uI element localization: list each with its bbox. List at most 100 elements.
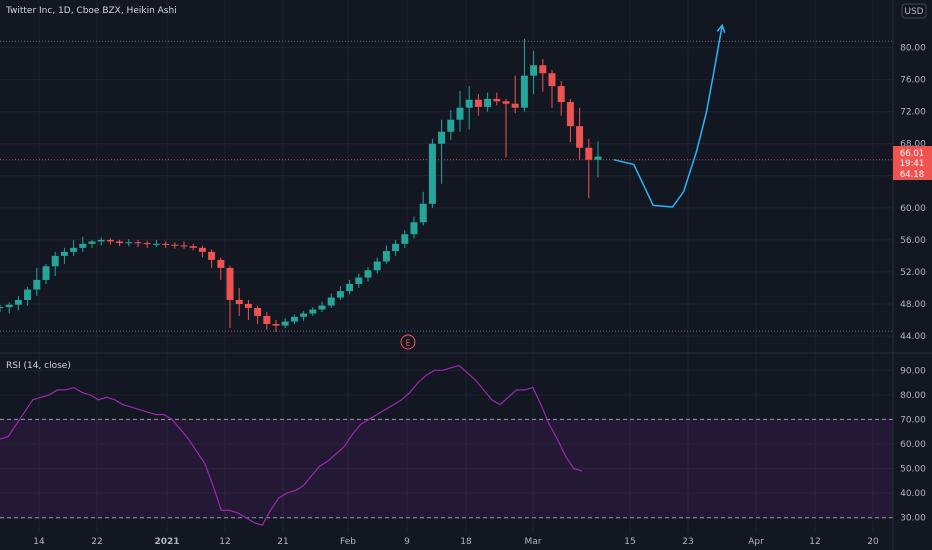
candle — [226, 265, 234, 328]
candle — [336, 286, 344, 300]
candle-body — [392, 243, 400, 252]
low-price-label: 64.18 — [900, 170, 924, 180]
candle-body — [254, 307, 262, 316]
candle — [189, 243, 197, 251]
candle — [244, 299, 252, 320]
candle — [309, 307, 317, 316]
x-tick-label: 22 — [91, 537, 102, 547]
candles[interactable] — [0, 38, 602, 332]
reference-lines — [0, 40, 893, 332]
candle — [263, 311, 271, 330]
currency-button[interactable]: USD — [901, 3, 927, 19]
forecast-line — [613, 25, 723, 208]
candle — [419, 191, 427, 226]
forecast-arrowhead — [716, 23, 726, 34]
candle-body — [106, 239, 114, 242]
rsi-tick-label: 80.00 — [900, 391, 926, 401]
x-tick-label: Feb — [340, 537, 356, 547]
candle — [428, 138, 436, 208]
forecast-path — [613, 23, 726, 208]
candle — [474, 94, 482, 116]
x-tick-label: 23 — [682, 537, 693, 547]
candle-body — [511, 103, 519, 108]
candle — [198, 245, 206, 258]
earnings-marker[interactable]: E — [400, 334, 416, 350]
candle-body — [539, 65, 547, 74]
candle-body — [428, 143, 436, 204]
candle — [134, 239, 142, 248]
candle — [125, 239, 133, 247]
candle — [272, 319, 280, 332]
price-tick-label: 60.00 — [900, 204, 926, 214]
candle-body — [79, 243, 87, 248]
candle — [594, 141, 602, 178]
candle-body — [33, 279, 41, 290]
x-tick-label: Mar — [525, 537, 542, 547]
candle — [318, 301, 326, 312]
candle — [171, 242, 179, 249]
candle — [502, 98, 510, 158]
grid-lines — [0, 0, 893, 533]
candle — [97, 237, 105, 246]
last-price-label: 66.01 — [900, 149, 924, 159]
x-tick-label: Apr — [748, 537, 764, 547]
candle-body — [327, 297, 335, 306]
price-tick-label: 56.00 — [900, 236, 926, 246]
candle — [70, 239, 78, 256]
candle-body — [438, 131, 446, 144]
candle-body — [557, 86, 565, 103]
candle — [438, 119, 446, 184]
candle-body — [180, 245, 188, 247]
candle-body — [594, 156, 602, 160]
price-tick-label: 68.00 — [900, 140, 926, 150]
time-axis[interactable]: 14 22 2021 12 21 Feb 9 18 Mar 15 23 Apr 12 20 — [33, 537, 879, 547]
candle-body — [116, 241, 124, 244]
rsi-axis[interactable]: 30.00 40.00 50.00 60.00 70.00 80.00 90.00 — [900, 366, 926, 523]
candle-body — [566, 102, 574, 127]
candle — [208, 249, 216, 268]
candle — [106, 238, 114, 245]
candle-body — [447, 119, 455, 132]
candle — [152, 239, 160, 248]
candle — [493, 92, 501, 106]
candle — [566, 98, 574, 143]
candle — [484, 92, 492, 112]
rsi-tick-label: 40.00 — [900, 489, 926, 499]
candle — [88, 239, 96, 248]
candle-body — [189, 246, 197, 248]
candle-body — [171, 244, 179, 246]
rsi-line — [0, 364, 583, 526]
candle-body — [263, 315, 271, 324]
candle — [392, 239, 400, 256]
candle-body — [336, 291, 344, 298]
candle-body — [97, 239, 105, 242]
x-tick-label: 18 — [460, 537, 472, 547]
candle-body — [0, 307, 4, 309]
chart-title: Twitter Inc, 1D, Cboe BZX, Heikin Ashi — [5, 6, 177, 16]
candle-body — [493, 98, 501, 102]
x-tick-label: 15 — [624, 537, 635, 547]
candle — [281, 318, 289, 328]
candle-body — [24, 289, 32, 300]
price-tick-label: 72.00 — [900, 108, 926, 118]
rsi-series-line — [0, 364, 583, 526]
price-tick-label: 76.00 — [900, 76, 926, 86]
countdown-label: 19:41 — [900, 159, 925, 169]
candle-body — [42, 266, 50, 280]
candle-body — [318, 305, 326, 310]
candle-body — [346, 283, 354, 292]
candle — [290, 314, 298, 324]
candle-body — [226, 267, 234, 300]
candle-body — [272, 323, 280, 326]
candle — [180, 241, 188, 249]
candle-body — [585, 147, 593, 160]
candle — [346, 279, 354, 295]
candle — [373, 257, 381, 274]
candle — [355, 273, 363, 288]
candle-body — [401, 234, 409, 244]
candle — [576, 107, 584, 160]
candle-body — [465, 99, 473, 108]
candle — [79, 236, 87, 252]
candle — [143, 240, 151, 248]
